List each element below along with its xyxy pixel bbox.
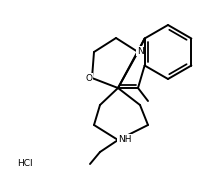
- Text: NH: NH: [118, 134, 132, 144]
- Text: O: O: [85, 74, 93, 83]
- Text: N: N: [137, 47, 143, 55]
- Text: HCl: HCl: [17, 159, 33, 168]
